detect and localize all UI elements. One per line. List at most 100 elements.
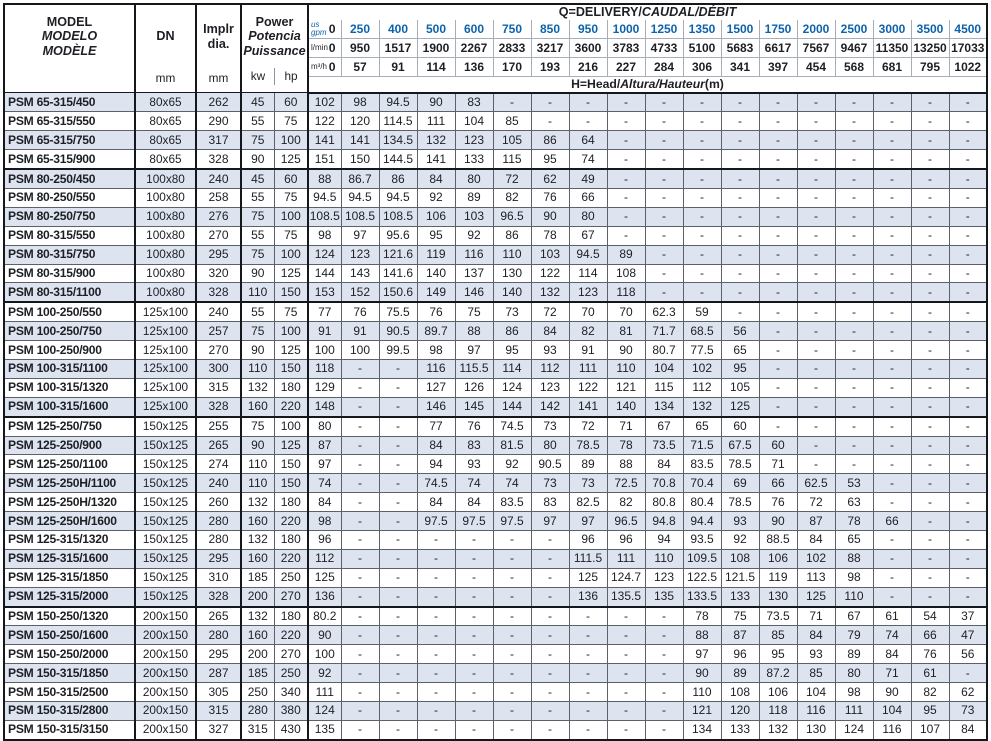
hp-cell: 150 xyxy=(273,282,309,303)
head-cell: - xyxy=(796,244,836,265)
head-cell: 102 xyxy=(682,358,722,379)
gpm-value: 3000 xyxy=(872,19,912,39)
m3h-value: 193 xyxy=(530,56,570,77)
head-cell: - xyxy=(796,282,836,303)
head-cell: - xyxy=(872,529,912,550)
head-cell: 137 xyxy=(454,263,494,284)
table-row: PSM 80-250/450 100x80 240 45 60 88 86.7 86… xyxy=(3,168,988,189)
dn-cell: 80x65 xyxy=(134,130,197,151)
head-cell: - xyxy=(644,644,684,665)
head-cell: 80 xyxy=(834,663,874,684)
head-cell: - xyxy=(378,663,418,684)
head-cell: 72 xyxy=(492,168,532,189)
head-cell: 129 xyxy=(307,377,342,398)
head-cell: 121.5 xyxy=(720,567,760,588)
head-cell: 125 xyxy=(568,567,608,588)
head-cell: 97 xyxy=(454,340,494,360)
head-cell: 98 xyxy=(416,340,456,360)
kw-cell: 160 xyxy=(240,548,275,569)
impeller-label-2: dia. xyxy=(207,36,230,51)
head-cell: - xyxy=(682,111,722,132)
hp-cell: 220 xyxy=(273,625,309,646)
head-cell: 102 xyxy=(796,548,836,569)
head-cell: - xyxy=(872,415,912,437)
head-cell: 89 xyxy=(834,644,874,665)
m3h-value: 0 xyxy=(328,59,336,74)
head-cell: - xyxy=(530,111,570,132)
head-cell: - xyxy=(948,111,988,132)
head-cell: - xyxy=(530,91,570,113)
head-cell: 65 xyxy=(720,340,760,360)
head-cell: - xyxy=(758,149,798,170)
table-row: PSM 125-315/2000 150x125 328 200 270 136… xyxy=(3,586,988,608)
head-cell: - xyxy=(834,396,874,418)
dn-cell: 200x150 xyxy=(134,625,197,646)
dn-cell: 125x100 xyxy=(134,396,197,418)
head-cell: 127 xyxy=(416,377,456,398)
head-cell: - xyxy=(492,663,532,684)
head-cell: - xyxy=(872,301,912,323)
dia-cell: 315 xyxy=(195,701,242,721)
head-cell: - xyxy=(682,206,722,227)
head-cell: - xyxy=(796,168,836,189)
head-cell: 90 xyxy=(530,206,570,227)
head-cell: - xyxy=(872,340,912,360)
head-cell: - xyxy=(834,149,874,170)
head-cell: - xyxy=(340,663,380,684)
head-cell: - xyxy=(872,567,912,588)
head-cell: - xyxy=(796,111,836,132)
head-cell: 83 xyxy=(454,435,494,456)
head-cell: 76 xyxy=(416,301,456,323)
head-cell: 54 xyxy=(910,605,950,627)
head-cell: - xyxy=(340,454,380,475)
head-cell: 114 xyxy=(568,263,608,284)
head-cell: - xyxy=(378,605,418,627)
head-cell: - xyxy=(910,377,950,398)
impeller-dia-column-header: Implr dia. mm xyxy=(195,3,242,93)
table-row: PSM 125-250H/1320 150x125 260 132 180 84… xyxy=(3,492,988,513)
head-cell: 74 xyxy=(307,473,342,494)
head-cell: 73.5 xyxy=(758,605,798,627)
head-cell: 82.5 xyxy=(568,492,608,513)
head-cell: - xyxy=(796,415,836,437)
head-cell: 141 xyxy=(416,149,456,170)
head-cell: 152 xyxy=(340,282,380,303)
hp-cell: 180 xyxy=(273,529,309,550)
head-cell: - xyxy=(948,149,988,170)
model-cell: PSM 150-315/2500 xyxy=(3,682,136,702)
head-cell: 94 xyxy=(416,454,456,475)
model-cell: PSM 100-315/1320 xyxy=(3,377,136,398)
head-cell: 73 xyxy=(948,701,988,721)
head-cell: - xyxy=(340,415,380,437)
head-cell: 37 xyxy=(948,605,988,627)
head-cell: 111 xyxy=(606,548,646,569)
dia-cell: 295 xyxy=(195,548,242,569)
head-cell: 90 xyxy=(416,91,456,113)
dia-cell: 320 xyxy=(195,263,242,284)
head-cell: 132 xyxy=(682,396,722,418)
head-cell: - xyxy=(606,663,646,684)
head-cell: 76 xyxy=(454,415,494,437)
head-cell: 80.2 xyxy=(307,605,342,627)
head-cell: - xyxy=(834,263,874,284)
head-cell: - xyxy=(454,644,494,665)
dn-cell: 200x150 xyxy=(134,719,197,741)
lmin-value: 5100 xyxy=(682,37,722,58)
hp-cell: 180 xyxy=(273,605,309,627)
model-cell: PSM 125-250/900 xyxy=(3,435,136,456)
head-cell: 80.8 xyxy=(644,492,684,513)
head-cell: - xyxy=(416,701,456,721)
model-cell: PSM 125-315/1320 xyxy=(3,529,136,550)
head-cell: - xyxy=(948,130,988,151)
head-cell: 148 xyxy=(307,396,342,418)
head-cell: 97.5 xyxy=(492,511,532,531)
head-cell: 74 xyxy=(492,473,532,494)
head-cell: - xyxy=(644,625,684,646)
head-cell: 120 xyxy=(340,111,380,132)
head-cell: - xyxy=(454,548,494,569)
head-cell: - xyxy=(910,187,950,208)
hp-cell: 220 xyxy=(273,511,309,531)
head-cell: 102 xyxy=(307,91,342,113)
head-cell: 136 xyxy=(568,586,608,608)
head-cell: 88 xyxy=(606,454,646,475)
